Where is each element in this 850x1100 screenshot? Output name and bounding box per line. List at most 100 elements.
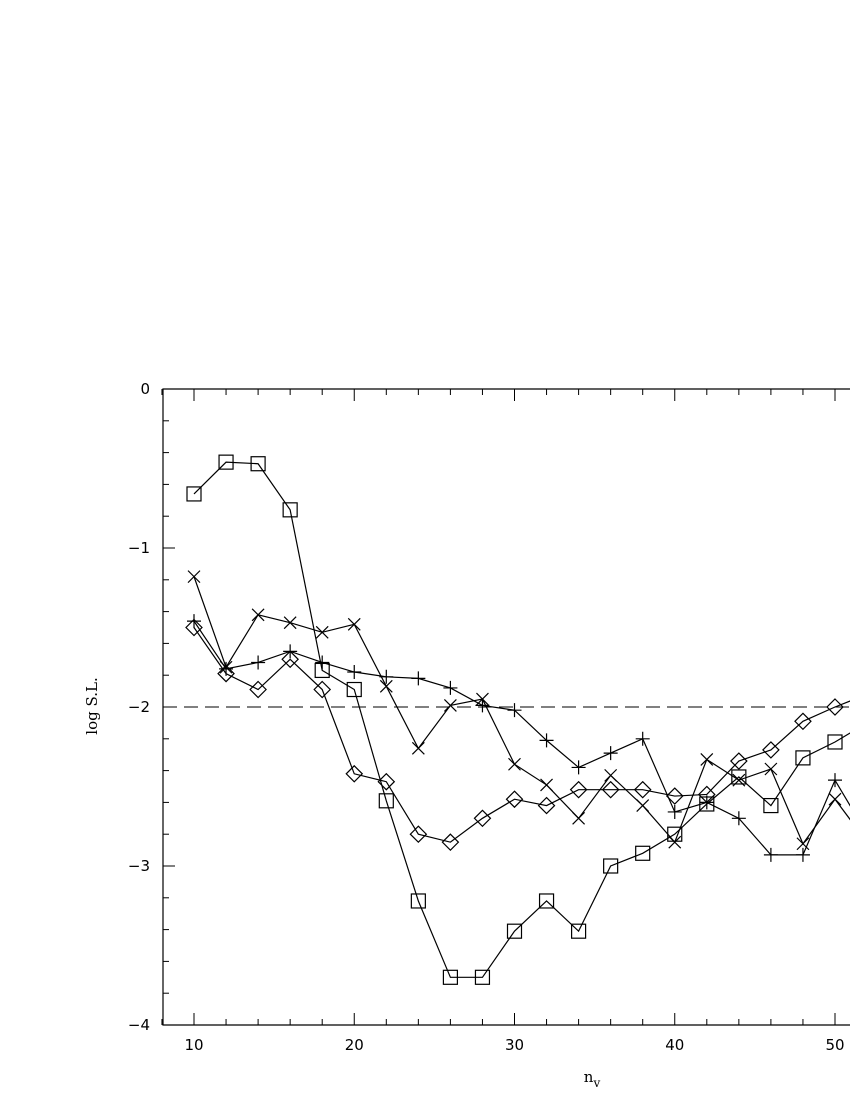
diamond-marker bbox=[569, 780, 588, 799]
series-cross bbox=[187, 570, 850, 851]
x-tick-label: 10 bbox=[184, 1036, 203, 1054]
plus-marker bbox=[187, 614, 201, 629]
diamond-marker bbox=[473, 809, 492, 828]
square-marker bbox=[538, 893, 555, 909]
plus-marker bbox=[475, 698, 490, 713]
diamond-marker bbox=[665, 787, 684, 805]
cross-marker bbox=[700, 753, 714, 766]
cross-marker bbox=[347, 617, 361, 631]
y-tick-label: −3 bbox=[128, 857, 150, 875]
y-tick-label: −4 bbox=[128, 1016, 150, 1034]
diamond-marker bbox=[217, 664, 235, 683]
plus-marker bbox=[635, 731, 650, 746]
square-marker bbox=[346, 681, 362, 698]
diamond-marker bbox=[185, 618, 203, 637]
plus-marker bbox=[731, 811, 746, 826]
diamond-marker bbox=[697, 785, 716, 804]
diamond-marker bbox=[505, 790, 524, 809]
plot-area bbox=[163, 454, 850, 985]
plus-marker bbox=[251, 655, 266, 670]
square-marker bbox=[442, 969, 458, 985]
plus-marker bbox=[763, 847, 778, 862]
axis-ticks bbox=[161, 388, 836, 1026]
cross-marker bbox=[636, 799, 650, 813]
x-axis-title-subscript: v bbox=[592, 1076, 600, 1090]
x-axis-title: nv bbox=[584, 1068, 601, 1090]
cross-marker bbox=[443, 698, 457, 712]
plus-marker bbox=[315, 655, 330, 670]
cross-marker bbox=[828, 792, 842, 806]
plus-marker bbox=[795, 847, 810, 862]
diamond-marker bbox=[409, 825, 428, 844]
diamond-marker bbox=[762, 741, 780, 759]
y-tick-label: 0 bbox=[140, 380, 150, 398]
square-marker bbox=[827, 734, 843, 750]
diamond-marker bbox=[794, 712, 812, 731]
series-diamond bbox=[185, 618, 850, 851]
plus-marker bbox=[379, 669, 394, 684]
diamond-marker bbox=[281, 650, 299, 669]
diamond-marker bbox=[441, 833, 460, 851]
cross-marker bbox=[732, 773, 746, 787]
square-marker bbox=[378, 793, 394, 809]
cross-marker bbox=[379, 679, 393, 693]
cross-marker bbox=[187, 570, 201, 584]
diamond-marker bbox=[537, 796, 556, 815]
square-marker bbox=[763, 797, 779, 814]
plus-marker bbox=[347, 665, 362, 680]
square-marker bbox=[186, 486, 202, 502]
square-marker bbox=[635, 845, 651, 861]
y-tick-label: −1 bbox=[128, 539, 150, 557]
series-square bbox=[186, 454, 850, 985]
plus-marker bbox=[411, 671, 426, 686]
cross-marker bbox=[283, 616, 297, 630]
diamond-marker bbox=[313, 680, 332, 699]
x-tick-label: 30 bbox=[505, 1036, 524, 1054]
square-marker bbox=[570, 923, 587, 939]
series-line bbox=[193, 461, 850, 978]
diamond-marker bbox=[601, 780, 620, 799]
square-marker bbox=[218, 454, 234, 470]
square-marker bbox=[603, 858, 619, 874]
cross-marker bbox=[411, 741, 425, 755]
series-plus bbox=[187, 614, 850, 862]
x-tick-label: 20 bbox=[345, 1036, 364, 1054]
plus-marker bbox=[667, 804, 682, 819]
diamond-marker bbox=[249, 680, 267, 699]
diamond-marker bbox=[826, 698, 844, 716]
square-marker bbox=[410, 893, 426, 909]
plus-marker bbox=[539, 733, 554, 748]
diamond-marker bbox=[730, 752, 748, 770]
cross-marker bbox=[796, 837, 810, 851]
cross-marker bbox=[668, 835, 682, 849]
cross-marker bbox=[315, 625, 329, 639]
cross-marker bbox=[508, 757, 521, 771]
cross-marker bbox=[764, 762, 778, 776]
diamond-marker bbox=[345, 764, 364, 783]
square-marker bbox=[506, 923, 523, 939]
diamond-marker bbox=[377, 772, 396, 791]
plus-marker bbox=[507, 703, 522, 718]
x-tick-label: 40 bbox=[665, 1036, 684, 1054]
series-line bbox=[193, 576, 850, 845]
square-marker bbox=[474, 969, 491, 985]
square-marker bbox=[282, 502, 298, 518]
plus-marker bbox=[571, 760, 586, 775]
series-line bbox=[193, 627, 850, 843]
series-line bbox=[193, 620, 850, 856]
cross-marker bbox=[251, 608, 265, 622]
square-marker bbox=[795, 750, 811, 766]
square-marker bbox=[731, 769, 747, 785]
diamond-marker bbox=[633, 780, 652, 799]
cross-marker bbox=[604, 768, 618, 782]
tick-labels: 10 20 30 40 50 0 −1 −2 −3 −4 bbox=[128, 380, 845, 1054]
cross-marker bbox=[572, 811, 586, 825]
plus-marker bbox=[603, 746, 618, 761]
cross-marker bbox=[540, 778, 553, 792]
y-axis-title: log S.L. bbox=[83, 677, 101, 734]
x-tick-label: 50 bbox=[825, 1036, 844, 1054]
y-tick-label: −2 bbox=[128, 698, 150, 716]
plus-marker bbox=[828, 773, 842, 788]
plus-marker bbox=[443, 680, 458, 695]
